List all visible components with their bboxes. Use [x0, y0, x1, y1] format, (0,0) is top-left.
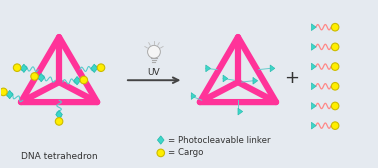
Circle shape — [147, 45, 160, 58]
Circle shape — [332, 63, 339, 70]
Polygon shape — [38, 73, 45, 82]
Text: DNA tetrahedron: DNA tetrahedron — [21, 152, 98, 161]
Text: = Photocleavable linker: = Photocleavable linker — [167, 136, 270, 144]
Circle shape — [332, 43, 339, 51]
Polygon shape — [158, 136, 164, 144]
Polygon shape — [311, 122, 316, 129]
Text: UV: UV — [148, 68, 160, 77]
Text: +: + — [284, 69, 299, 87]
Circle shape — [157, 149, 164, 157]
Polygon shape — [20, 64, 27, 72]
Circle shape — [332, 102, 339, 110]
Polygon shape — [311, 44, 316, 50]
Circle shape — [31, 73, 38, 80]
Polygon shape — [206, 65, 211, 72]
Polygon shape — [270, 65, 275, 72]
Circle shape — [332, 82, 339, 90]
Circle shape — [80, 76, 88, 84]
Circle shape — [332, 23, 339, 31]
Circle shape — [332, 122, 339, 129]
Polygon shape — [311, 24, 316, 31]
Polygon shape — [238, 108, 243, 115]
Circle shape — [97, 64, 105, 71]
Circle shape — [13, 64, 21, 71]
Polygon shape — [191, 93, 196, 99]
Polygon shape — [311, 83, 316, 90]
Polygon shape — [253, 77, 258, 84]
Polygon shape — [91, 64, 98, 72]
Polygon shape — [6, 90, 13, 99]
Polygon shape — [223, 75, 228, 82]
Polygon shape — [56, 110, 62, 119]
Polygon shape — [74, 76, 81, 85]
Circle shape — [0, 88, 7, 96]
Polygon shape — [311, 63, 316, 70]
Text: = Cargo: = Cargo — [167, 148, 203, 157]
Polygon shape — [311, 102, 316, 109]
Circle shape — [55, 118, 63, 125]
